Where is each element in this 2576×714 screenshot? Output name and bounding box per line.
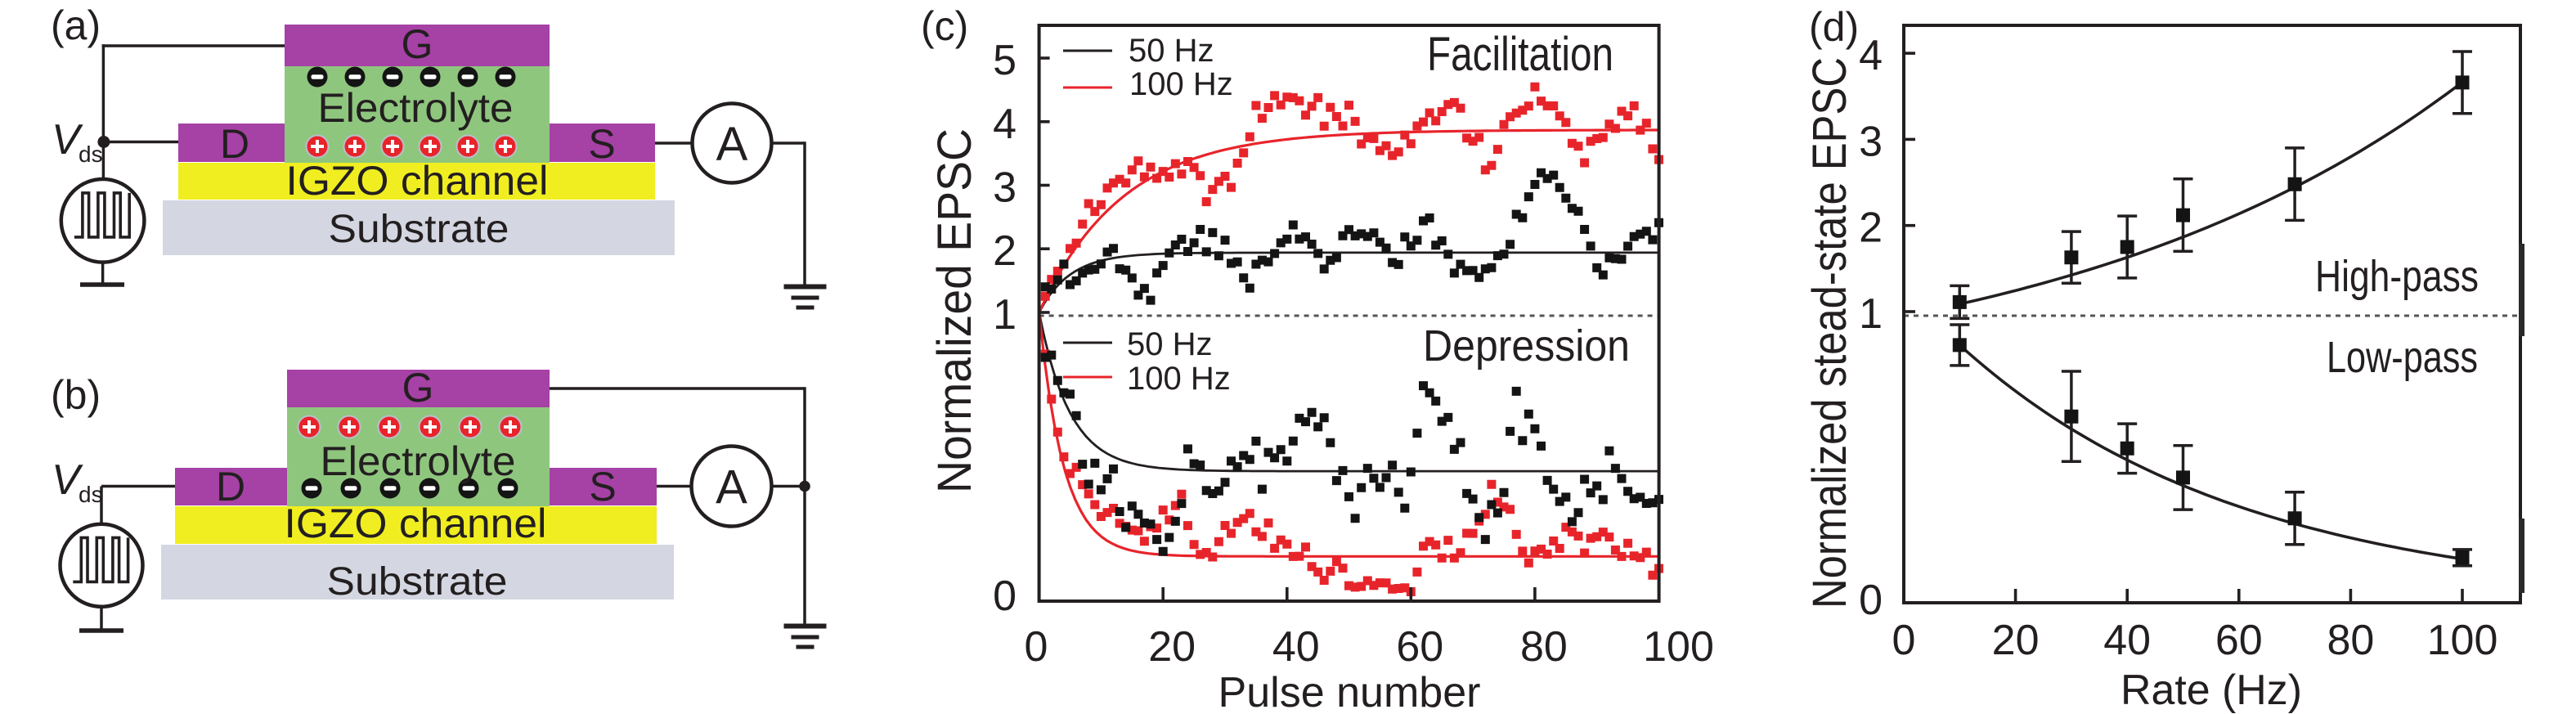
svg-text:Substrate: Substrate [327,560,508,604]
svg-text:S: S [589,464,616,510]
svg-text:Depression: Depression [1423,321,1630,370]
svg-text:Substrate: Substrate [329,208,509,251]
svg-text:(b): (b) [51,372,101,418]
svg-text:80: 80 [2327,617,2374,664]
svg-text:100: 100 [2427,617,2498,664]
svg-text:40: 40 [1272,623,1320,671]
svg-text:3: 3 [1859,118,1883,165]
svg-text:High-pass: High-pass [2315,252,2479,301]
svg-text:ds: ds [79,482,103,507]
svg-text:5: 5 [993,37,1016,84]
svg-text:0: 0 [1025,623,1048,671]
svg-text:Pulse number: Pulse number [1218,669,1481,714]
svg-text:D: D [216,464,245,510]
svg-text:ds: ds [79,141,103,167]
svg-text:Facilitation: Facilitation [1427,28,1613,81]
svg-text:100 Hz: 100 Hz [1129,66,1233,102]
svg-text:40: 40 [2103,617,2151,664]
svg-text:60: 60 [1396,623,1443,671]
svg-text:IGZO channel: IGZO channel [286,158,549,204]
svg-text:Normalized stead-state EPSC: Normalized stead-state EPSC [1803,57,1856,608]
svg-text:2: 2 [993,227,1016,275]
svg-text:Electrolyte: Electrolyte [318,85,514,131]
svg-text:G: G [402,21,433,67]
svg-text:4: 4 [993,101,1016,148]
svg-text:100: 100 [1643,623,1714,671]
svg-text:2: 2 [1859,204,1883,252]
svg-text:20: 20 [1992,617,2040,664]
svg-text:1: 1 [993,291,1016,339]
svg-text:4: 4 [1859,32,1883,79]
svg-text:(a): (a) [51,2,101,48]
svg-text:V: V [52,456,83,504]
svg-text:(c): (c) [921,3,968,49]
svg-text:0: 0 [993,573,1016,620]
svg-text:V: V [52,116,83,164]
svg-text:3: 3 [993,164,1016,212]
svg-text:Low-pass: Low-pass [2327,333,2478,382]
svg-text:Rate (Hz): Rate (Hz) [2120,667,2302,714]
svg-text:50 Hz: 50 Hz [1127,326,1213,362]
svg-text:50 Hz: 50 Hz [1129,33,1214,69]
svg-text:(d): (d) [1809,4,1859,50]
svg-text:G: G [402,365,434,411]
svg-text:D: D [220,121,249,167]
svg-text:100 Hz: 100 Hz [1127,361,1231,397]
svg-text:20: 20 [1148,623,1196,671]
svg-text:Electrolyte: Electrolyte [321,438,516,484]
svg-text:A: A [716,461,747,514]
svg-text:1: 1 [1859,290,1883,338]
svg-text:80: 80 [1520,623,1568,671]
svg-text:0: 0 [1859,577,1883,624]
svg-text:Normalized EPSC: Normalized EPSC [928,128,981,493]
svg-text:60: 60 [2215,617,2263,664]
svg-text:IGZO channel: IGZO channel [285,501,547,546]
svg-text:S: S [588,121,615,167]
svg-text:0: 0 [1892,617,1916,664]
svg-text:A: A [716,118,748,171]
